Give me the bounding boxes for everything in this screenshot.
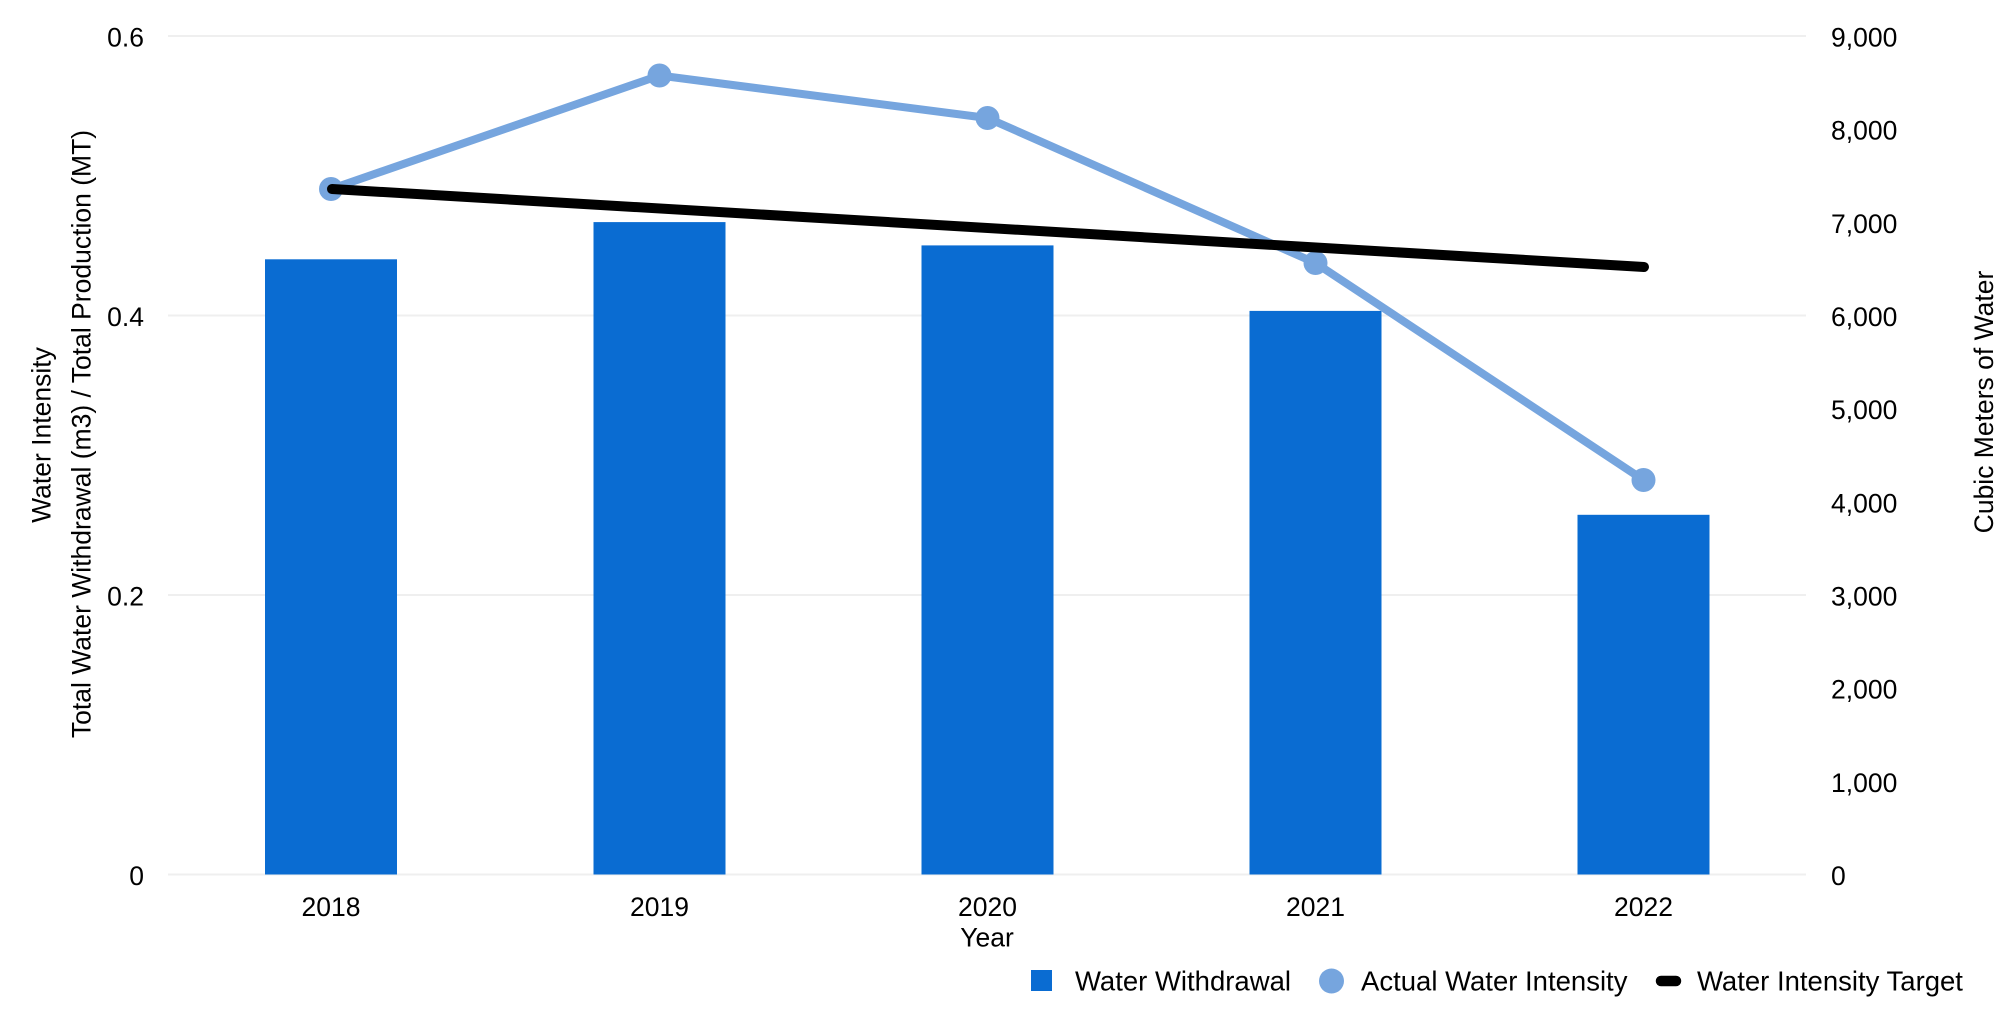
- svg-text:8,000: 8,000: [1831, 116, 1897, 146]
- svg-text:Total Water Withdrawal (m3) /: Total Water Withdrawal (m3) / Total Prod…: [67, 130, 97, 738]
- svg-text:4,000: 4,000: [1831, 488, 1897, 518]
- svg-text:Cubic Meters of Water: Cubic Meters of Water: [1969, 271, 1999, 534]
- svg-text:2021: 2021: [1286, 892, 1345, 922]
- svg-text:1,000: 1,000: [1831, 768, 1897, 798]
- svg-text:Water Withdrawal: Water Withdrawal: [1075, 966, 1291, 997]
- svg-text:5,000: 5,000: [1831, 395, 1897, 425]
- svg-text:Water Intensity Target: Water Intensity Target: [1697, 966, 1963, 997]
- svg-text:0.6: 0.6: [107, 23, 144, 53]
- svg-text:Actual Water Intensity: Actual Water Intensity: [1361, 966, 1628, 997]
- svg-text:2020: 2020: [958, 892, 1017, 922]
- svg-text:2018: 2018: [302, 892, 361, 922]
- svg-text:Year: Year: [960, 923, 1014, 953]
- svg-text:9,000: 9,000: [1831, 23, 1897, 53]
- svg-text:0: 0: [129, 861, 144, 891]
- svg-text:0.2: 0.2: [107, 582, 144, 612]
- svg-text:7,000: 7,000: [1831, 209, 1897, 239]
- svg-text:0: 0: [1831, 861, 1846, 891]
- svg-text:2022: 2022: [1614, 892, 1673, 922]
- svg-text:0.4: 0.4: [107, 302, 144, 332]
- svg-text:6,000: 6,000: [1831, 302, 1897, 332]
- svg-text:3,000: 3,000: [1831, 582, 1897, 612]
- svg-text:Water Intensity: Water Intensity: [27, 346, 57, 522]
- svg-text:2,000: 2,000: [1831, 675, 1897, 705]
- svg-text:2019: 2019: [630, 892, 689, 922]
